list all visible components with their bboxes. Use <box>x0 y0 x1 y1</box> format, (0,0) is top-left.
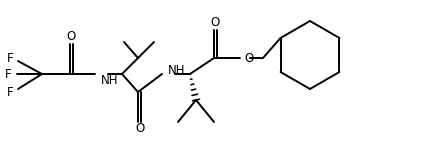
Text: O: O <box>244 52 253 65</box>
Text: O: O <box>66 30 76 44</box>
Text: F: F <box>7 86 13 99</box>
Text: F: F <box>5 67 11 81</box>
Text: NH: NH <box>168 63 185 77</box>
Text: O: O <box>211 16 220 29</box>
Text: F: F <box>7 52 13 65</box>
Text: NH: NH <box>101 74 119 86</box>
Text: O: O <box>135 123 145 136</box>
